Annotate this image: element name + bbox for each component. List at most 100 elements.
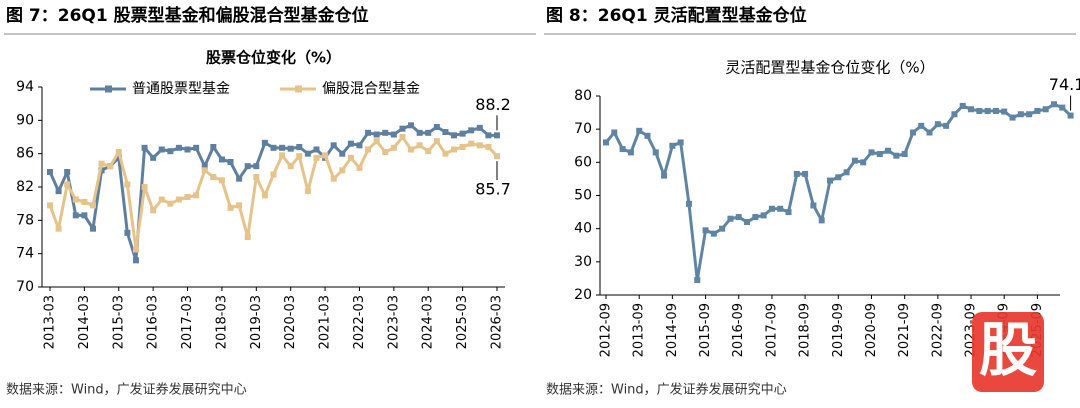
point-marker [64,181,71,188]
point-marker [810,202,817,209]
point-marker [1017,111,1024,118]
point-marker [425,148,432,155]
point-marker [644,132,651,139]
x-tick-label: 2021-09 [897,303,912,357]
point-marker [296,153,303,160]
point-marker [356,164,363,171]
point-marker [433,124,440,130]
point-marker [218,156,225,163]
point-marker [175,196,182,203]
x-tick-label: 2016-09 [731,303,746,357]
x-tick-label: 2018-03 [214,295,229,349]
point-marker [373,138,380,145]
point-marker [47,169,53,175]
point-marker [827,177,833,184]
point-marker [992,107,999,114]
x-tick-label: 2018-09 [798,303,813,357]
point-marker [373,131,380,138]
point-marker [244,163,251,170]
point-marker [201,163,208,170]
y-tick-label: 70 [16,279,34,295]
y-tick-label: 90 [16,112,34,128]
point-marker [868,149,875,156]
point-marker [476,142,483,149]
point-marker [167,148,174,155]
point-marker [735,214,742,221]
chart-title: 股票仓位变化（%） [206,49,341,67]
point-marker [636,127,643,134]
point-marker [442,150,449,157]
point-marker [677,139,684,146]
point-marker [777,205,784,212]
point-marker [408,122,415,129]
x-tick-label: 2021-03 [318,295,333,349]
point-marker [313,154,320,161]
point-marker [89,202,96,209]
x-tick-label: 2017-09 [764,303,779,357]
point-marker [459,144,466,150]
x-tick-label: 2022-09 [930,303,945,357]
x-tick-label: 2019-03 [249,295,264,349]
y-tick-label: 40 [574,221,592,237]
point-marker [382,129,389,136]
point-marker [459,130,466,137]
legend-label: 普通股票型基金 [132,80,230,97]
point-marker [603,139,609,146]
point-marker [55,225,62,232]
point-marker [253,174,260,180]
point-marker [1067,112,1074,119]
point-marker [485,144,492,150]
point-marker [382,149,389,155]
point-marker [752,214,759,221]
figure-title: 图 8：26Q1 灵活配置型基金仓位 [546,5,807,26]
point-marker [322,152,329,159]
point-marker [330,142,337,149]
point-marker [851,157,858,164]
point-marker [959,102,966,109]
point-marker [793,170,800,177]
point-marker [365,129,372,136]
source-note: 数据来源：Wind，广发证券发展研究中心 [6,382,247,398]
point-marker [984,107,991,114]
point-marker [768,205,775,212]
point-marker [184,146,191,153]
point-marker [744,219,751,226]
point-marker [304,150,311,157]
point-marker [494,153,500,160]
point-marker [158,196,165,203]
x-tick-label: 2016-03 [146,295,161,349]
point-marker [399,134,406,140]
legend-label: 偏股混合型基金 [322,80,420,97]
point-marker [365,146,372,153]
point-marker [270,171,277,178]
point-marker [175,144,182,151]
x-tick-label: 2019-09 [831,303,846,357]
point-marker [976,107,983,114]
x-tick-label: 2020-09 [864,303,879,357]
point-marker [885,147,892,154]
point-marker [390,131,397,138]
x-tick-label: 2012-09 [599,303,614,357]
legend-marker [295,85,302,93]
point-marker [442,129,449,135]
point-marker [347,154,354,161]
point-marker [210,174,217,180]
point-marker [98,160,105,167]
y-tick-label: 20 [574,287,592,303]
point-marker [227,204,234,211]
point-marker [72,196,79,203]
point-marker [227,159,234,165]
point-marker [619,146,626,153]
point-marker [218,177,225,184]
point-marker [193,192,200,199]
y-tick-label: 50 [574,188,592,204]
x-tick-label: 2017-03 [180,295,195,349]
point-marker [193,144,200,151]
point-marker [270,144,277,151]
point-marker [661,172,668,179]
point-marker [760,212,767,219]
point-marker [802,170,809,177]
point-marker [702,227,709,234]
x-tick-label: 2013-09 [632,303,647,357]
